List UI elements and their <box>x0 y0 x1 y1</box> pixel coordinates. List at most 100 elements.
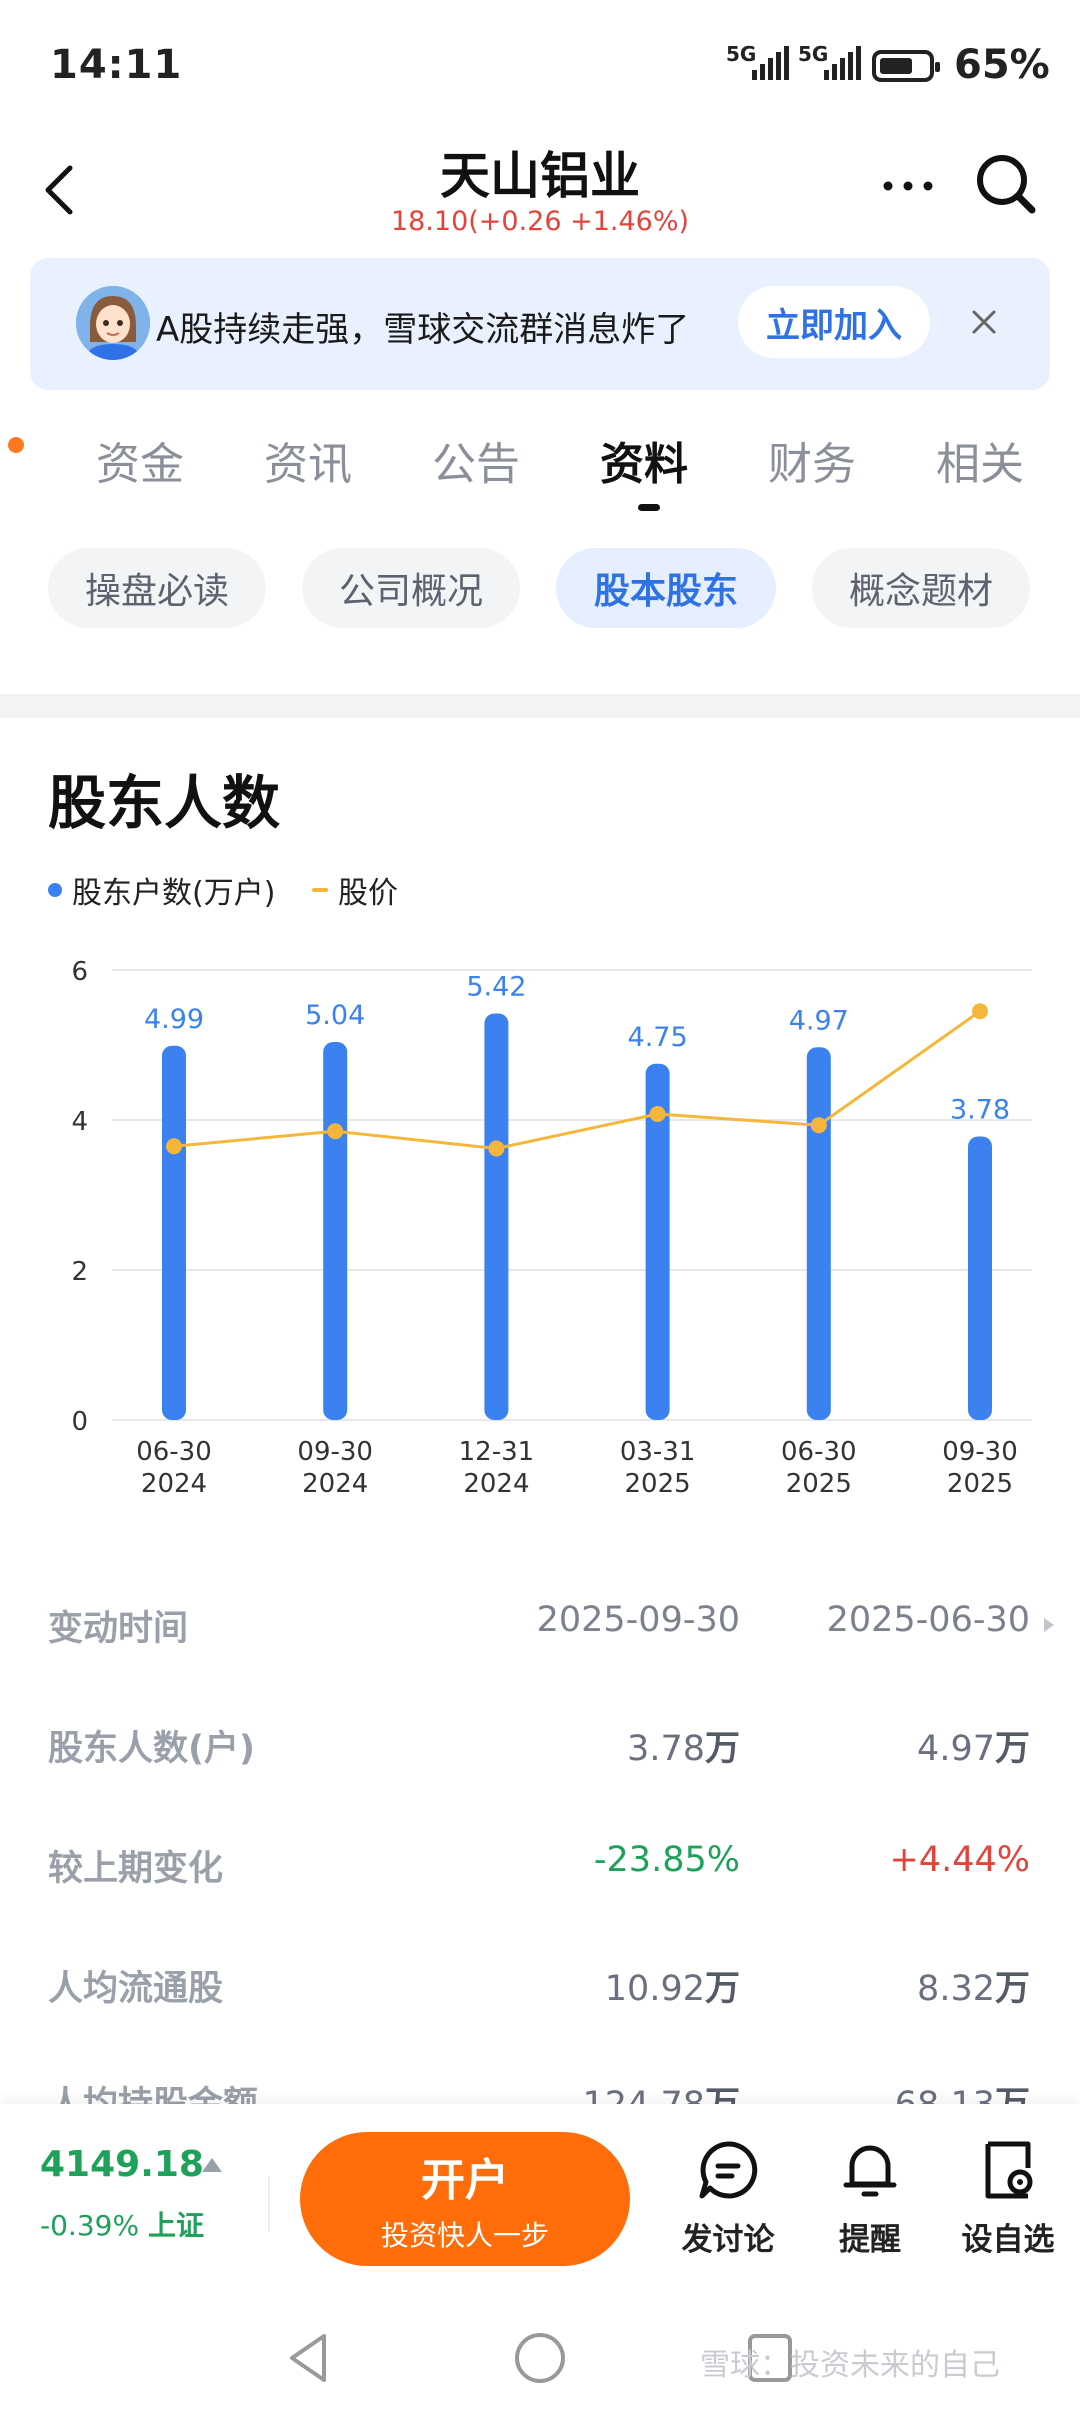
x-tick-label: 2025 <box>625 1469 691 1499</box>
open-account-label: 开户 <box>421 2156 509 2205</box>
back-button[interactable] <box>36 160 86 220</box>
discuss-button[interactable]: 发讨论 <box>668 2138 788 2259</box>
banner-close-button[interactable] <box>964 302 1004 342</box>
price-line <box>173 1010 981 1151</box>
legend-line-icon <box>312 888 328 892</box>
bar-data-label: 5.04 <box>305 1000 365 1031</box>
x-tick-label: 2024 <box>141 1469 207 1499</box>
section-divider <box>0 694 1080 718</box>
x-tick-label: 12-31 <box>459 1437 535 1467</box>
bell-icon <box>843 2145 897 2197</box>
price-point <box>166 1138 182 1155</box>
x-tick-label: 09-30 <box>297 1437 373 1467</box>
search-button[interactable] <box>972 150 1042 220</box>
subtab-trading-guide[interactable]: 操盘必读 <box>48 548 266 628</box>
price-point <box>972 1003 988 1020</box>
bar <box>162 1045 186 1420</box>
battery-percent: 65% <box>954 42 1050 88</box>
bar <box>968 1136 992 1420</box>
bar-data-label: 3.78 <box>950 1095 1010 1126</box>
x-tick-label: 2024 <box>302 1469 368 1499</box>
bar-data-label: 4.99 <box>144 1004 204 1035</box>
bar <box>806 1047 831 1420</box>
table-cell: -23.85% <box>593 1840 740 1880</box>
tab-funds[interactable]: 资金 <box>96 439 184 490</box>
chevron-left-icon <box>45 165 73 215</box>
discuss-label: 发讨论 <box>681 2222 775 2258</box>
x-tick-label: 06-30 <box>781 1437 857 1467</box>
search-icon <box>977 155 1036 214</box>
avatar <box>76 286 150 360</box>
signal-label-1: 5G <box>726 42 757 66</box>
bar <box>484 1013 509 1420</box>
bar-data-label: 4.75 <box>628 1022 688 1053</box>
legend-price-label: 股价 <box>338 876 398 911</box>
remind-label: 提醒 <box>839 2222 901 2258</box>
notification-dot <box>8 437 24 453</box>
index-value[interactable]: 4149.18 <box>40 2144 204 2185</box>
chevron-right-icon <box>1044 1618 1054 1632</box>
watchlist-icon <box>985 2141 1033 2199</box>
avatar-figure-icon <box>76 286 150 360</box>
bottom-action-bar: 4149.18 -0.39% 上证 开户 投资快人一步 发讨论 提醒 设自选 <box>0 2104 1080 2304</box>
stock-price-line: 18.10(+0.26 +1.46%) <box>390 206 690 237</box>
stock-title: 天山铝业 <box>440 147 640 205</box>
close-icon <box>972 310 996 334</box>
tab-news[interactable]: 资讯 <box>264 439 352 490</box>
system-nav-bar: 雪球：投资未来的自己 <box>0 2304 1080 2412</box>
x-tick-label: 2025 <box>947 1469 1013 1499</box>
tab-profile[interactable]: 资料 <box>600 439 688 490</box>
bar <box>323 1042 348 1420</box>
more-button[interactable] <box>880 166 936 206</box>
y-tick-label: 0 <box>71 1407 88 1437</box>
chat-bubble-icon <box>699 2141 758 2199</box>
open-account-button[interactable]: 开户 投资快人一步 <box>300 2132 630 2266</box>
index-expand-icon[interactable] <box>202 2158 222 2172</box>
promo-banner[interactable]: A股持续走强，雪球交流群消息炸了 立即加入 <box>30 258 1050 390</box>
table-cell: 4.97万 <box>917 1729 1030 1769</box>
table-header-label: 变动时间 <box>48 1609 189 1649</box>
x-tick-label: 2024 <box>463 1469 529 1499</box>
table-cell: 8.32万 <box>917 1969 1030 2009</box>
signal-icon-2 <box>824 46 861 80</box>
y-tick-label: 2 <box>71 1257 88 1287</box>
signal-icon-1 <box>752 46 789 80</box>
table-header-date-2[interactable]: 2025-06-30 <box>826 1600 1030 1640</box>
x-tick-label: 09-30 <box>942 1437 1018 1467</box>
index-change[interactable]: -0.39% 上证 <box>40 2209 204 2242</box>
legend-holders-label: 股东户数(万户) <box>72 876 276 911</box>
signal-label-2: 5G <box>798 42 829 66</box>
table-cell: 10.92万 <box>604 1969 740 2009</box>
tab-related[interactable]: 相关 <box>936 439 1024 490</box>
legend-holders: 股东户数(万户) <box>48 868 275 912</box>
section-title: 股东人数 <box>48 769 281 837</box>
legend-dot-icon <box>48 883 62 897</box>
price-point <box>649 1106 666 1122</box>
y-tick-label: 6 <box>71 957 88 987</box>
bar <box>645 1063 670 1420</box>
subtab-company-overview[interactable]: 公司概况 <box>302 548 520 628</box>
price-point <box>810 1117 827 1134</box>
nav-back-icon[interactable] <box>280 2330 336 2386</box>
x-tick-label: 03-31 <box>620 1437 696 1467</box>
legend-price: 股价 <box>312 868 398 912</box>
bar-data-label: 5.42 <box>466 972 526 1003</box>
nav-home-icon[interactable] <box>512 2330 568 2386</box>
nav-recents-icon[interactable] <box>742 2330 798 2386</box>
remind-button[interactable]: 提醒 <box>810 2138 930 2259</box>
x-tick-label: 2025 <box>786 1469 852 1499</box>
more-dots-icon <box>883 181 933 191</box>
open-account-sub: 投资快人一步 <box>380 2220 549 2251</box>
tab-finance[interactable]: 财务 <box>768 439 856 490</box>
subtab-concepts[interactable]: 概念题材 <box>812 548 1030 628</box>
add-watchlist-button[interactable]: 设自选 <box>948 2138 1068 2259</box>
price-point <box>488 1140 505 1157</box>
join-group-button[interactable]: 立即加入 <box>738 286 930 358</box>
bar-data-label: 4.97 <box>789 1005 849 1036</box>
tab-announcements[interactable]: 公告 <box>432 439 520 490</box>
table-cell: 3.78万 <box>627 1729 740 1769</box>
battery-icon <box>872 50 940 82</box>
subtab-shareholders[interactable]: 股本股东 <box>556 548 776 628</box>
table-cell: +4.44% <box>889 1840 1030 1880</box>
status-time: 14:11 <box>50 42 183 88</box>
